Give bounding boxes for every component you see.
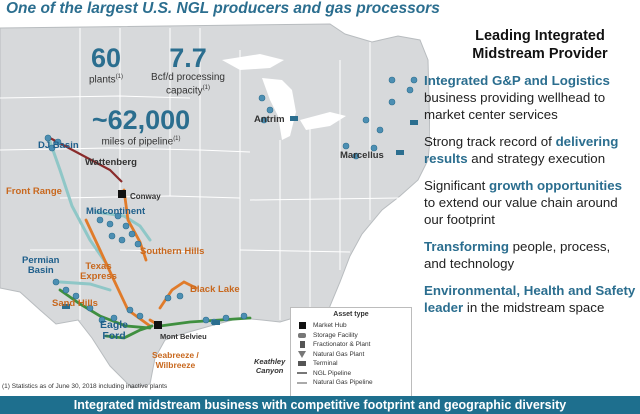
terminal-icon	[297, 360, 307, 368]
gas-pipeline-midcontinent	[94, 210, 152, 242]
bullet-growth: Significant growth opportunities to exte…	[424, 178, 622, 227]
mont-belvieu-market-hub-icon	[154, 321, 162, 329]
market-hub-icon	[297, 322, 307, 330]
map-label-marcellus: Marcellus	[340, 150, 384, 161]
great-lakes	[262, 78, 296, 140]
map-label-wattenberg: Wattenberg	[85, 157, 137, 168]
wattenberg-pipeline	[49, 137, 123, 183]
map-label-seabreeze: Seabreeze / Wilbreeze	[152, 350, 199, 370]
ngl-pipeline-icon	[297, 369, 307, 377]
plants-stat: 60 plants(1)	[76, 44, 136, 85]
bullet-track-record: Strong track record of delivering result…	[424, 134, 619, 166]
ngl-pipeline-southern-hills	[122, 188, 148, 262]
asset-type-legend: Asset type Market Hub Storage Facility F…	[290, 307, 412, 397]
seabreeze-pipeline	[104, 324, 154, 340]
map-label-texas-express: Texas Express	[80, 261, 117, 282]
lake-erie	[300, 112, 346, 130]
bullet-transforming: Transforming people, process, and techno…	[424, 239, 611, 271]
legend-item-market-hub: Market Hub	[297, 321, 405, 331]
capacity-value: 7.7	[169, 43, 207, 73]
map-label-mont-belvieu: Mont Belvieu	[160, 332, 207, 341]
map-label-permian-basin: Permian Basin	[22, 255, 60, 276]
plants-value: 60	[90, 43, 122, 73]
legend-item-gas-pipeline: Natural Gas Pipeline	[297, 378, 405, 388]
slide-title: One of the largest U.S. NGL producers an…	[6, 0, 440, 17]
plants-label: plants(1)	[88, 74, 124, 86]
capacity-stat: 7.7 Bcf/d processing capacity(1)	[146, 44, 230, 96]
map-label-black-lake: Black Lake	[190, 284, 240, 295]
gas-plant-icon	[297, 350, 307, 358]
legend-item-ngl-pipeline: NGL Pipeline	[297, 369, 405, 379]
conway-market-hub-icon	[118, 190, 126, 198]
ngl-pipeline-texas-express	[84, 218, 152, 328]
key-points: Integrated G&P and Logistics business pr…	[424, 72, 636, 326]
map-label-keathley-canyon: Keathley Canyon	[254, 357, 286, 375]
legend-title: Asset type	[333, 311, 369, 318]
map-label-eagle-ford: Eagle Ford	[100, 319, 129, 342]
fractionator-icon	[297, 341, 307, 349]
map-label-dj-basin: DJ Basin	[38, 140, 79, 151]
sand-hills-pipeline	[58, 288, 152, 330]
map-label-southern-hills: Southern Hills	[140, 246, 205, 257]
pipeline-label: miles of pipeline(1)	[101, 136, 181, 148]
map-label-midcontinent: Midcontinent	[86, 206, 146, 217]
us-asset-map	[0, 20, 430, 396]
capacity-label-line2: capacity(1)	[165, 85, 211, 97]
capacity-label-line1: Bcf/d processing	[151, 72, 225, 83]
storage-facility-icon	[297, 331, 307, 339]
gas-pipeline-permian	[58, 280, 112, 292]
legend-item-terminal: Terminal	[297, 359, 405, 369]
right-heading: Leading Integrated Midstream Provider	[472, 28, 608, 62]
legend-item-fractionator: Fractionator & Plant	[297, 340, 405, 350]
bullet-ehs: Environmental, Health and Safety leader …	[424, 283, 636, 315]
gas-pipeline-front-range	[46, 134, 110, 268]
pipeline-stat: ~62,000 miles of pipeline(1)	[66, 106, 216, 147]
legend-item-gas-plant: Natural Gas Plant	[297, 350, 405, 360]
lake-superior	[222, 54, 284, 70]
pipeline-value: ~62,000	[91, 105, 191, 135]
map-label-front-range: Front Range	[6, 186, 62, 197]
legend-item-storage: Storage Facility	[297, 331, 405, 341]
footnote: (1) Statistics as of June 30, 2018 inclu…	[2, 383, 168, 390]
map-label-antrim: Antrim	[254, 114, 285, 125]
gas-pipeline-icon	[297, 379, 307, 387]
bullet-integrated: Integrated G&P and Logistics business pr…	[424, 73, 610, 122]
bottom-banner: Integrated midstream business with compe…	[0, 396, 640, 414]
map-label-conway: Conway	[130, 192, 161, 201]
map-label-sand-hills: Sand Hills	[52, 298, 98, 309]
